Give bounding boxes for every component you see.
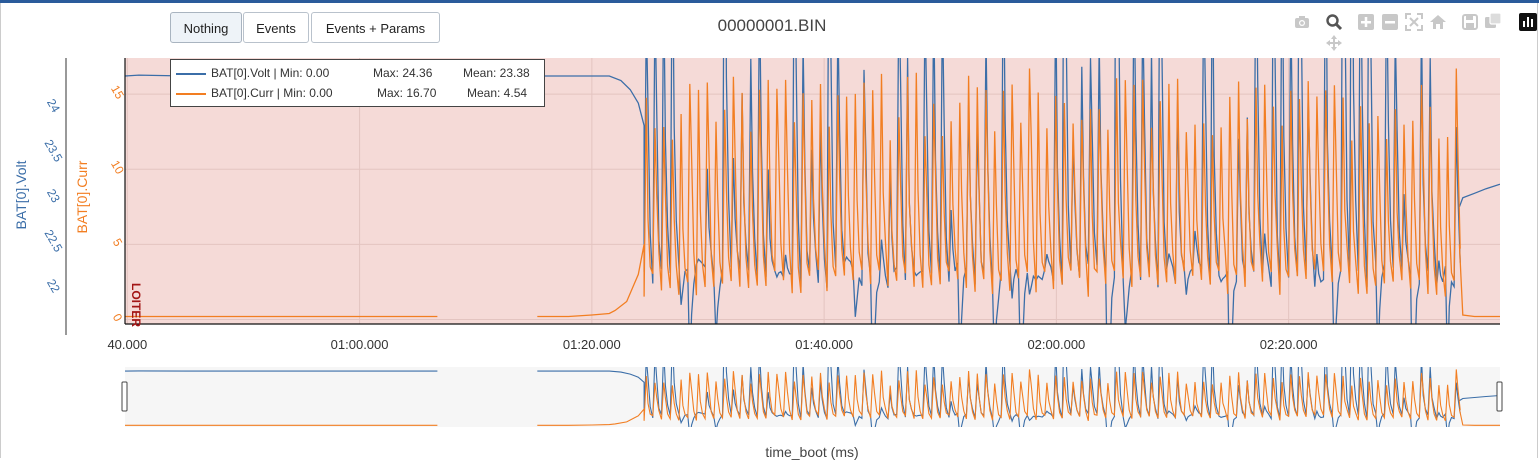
x-tick-label: 01:40.000 — [795, 337, 853, 352]
mode-label: LOITER — [129, 283, 143, 327]
legend-volt-name: BAT[0].Volt | Min: 0.00 — [211, 66, 329, 80]
x-tick-label: 02:00.000 — [1027, 337, 1085, 352]
volt-tick-label: 24 — [44, 96, 63, 115]
x-axis-ticks: 40.000 01:00.000 01:20.000 01:40.000 02:00.0… — [107, 337, 1317, 352]
curr-axis-ticks: 0 5 10 15 — [108, 83, 127, 324]
volt-axis-label: BAT[0].Volt — [13, 160, 29, 229]
legend-swatch-volt — [176, 73, 206, 75]
curr-tick-label: 5 — [110, 236, 126, 249]
x-tick-label: 01:00.000 — [331, 337, 389, 352]
x-tick-label: 40.000 — [107, 337, 147, 352]
volt-tick-label: 22 — [44, 277, 63, 296]
range-handle-left[interactable] — [122, 382, 127, 411]
legend-volt-mean: Mean: 23.38 — [463, 64, 530, 82]
x-tick-label: 01:20.000 — [563, 337, 621, 352]
volt-axis-ticks: 22 22.5 23 23.5 24 — [42, 96, 66, 295]
curr-tick-label: 0 — [110, 311, 126, 324]
legend-curr-name: BAT[0].Curr | Min: 0.00 — [211, 86, 333, 100]
legend-curr-max: Max: 16.70 — [377, 84, 436, 102]
volt-tick-label: 22.5 — [42, 227, 66, 255]
legend: BAT[0].Volt | Min: 0.00 Max: 24.36 Mean: 2… — [170, 59, 545, 107]
curr-tick-label: 10 — [108, 158, 127, 177]
legend-swatch-curr — [176, 93, 206, 95]
curr-tick-label: 15 — [108, 83, 127, 102]
volt-tick-label: 23 — [44, 186, 63, 205]
volt-tick-label: 23.5 — [42, 137, 66, 165]
range-handle-right[interactable] — [1497, 382, 1502, 411]
legend-curr-mean: Mean: 4.54 — [467, 84, 527, 102]
x-tick-label: 02:20.000 — [1260, 337, 1318, 352]
legend-volt-max: Max: 24.36 — [373, 64, 432, 82]
curr-axis-label: BAT[0].Curr — [74, 160, 90, 233]
